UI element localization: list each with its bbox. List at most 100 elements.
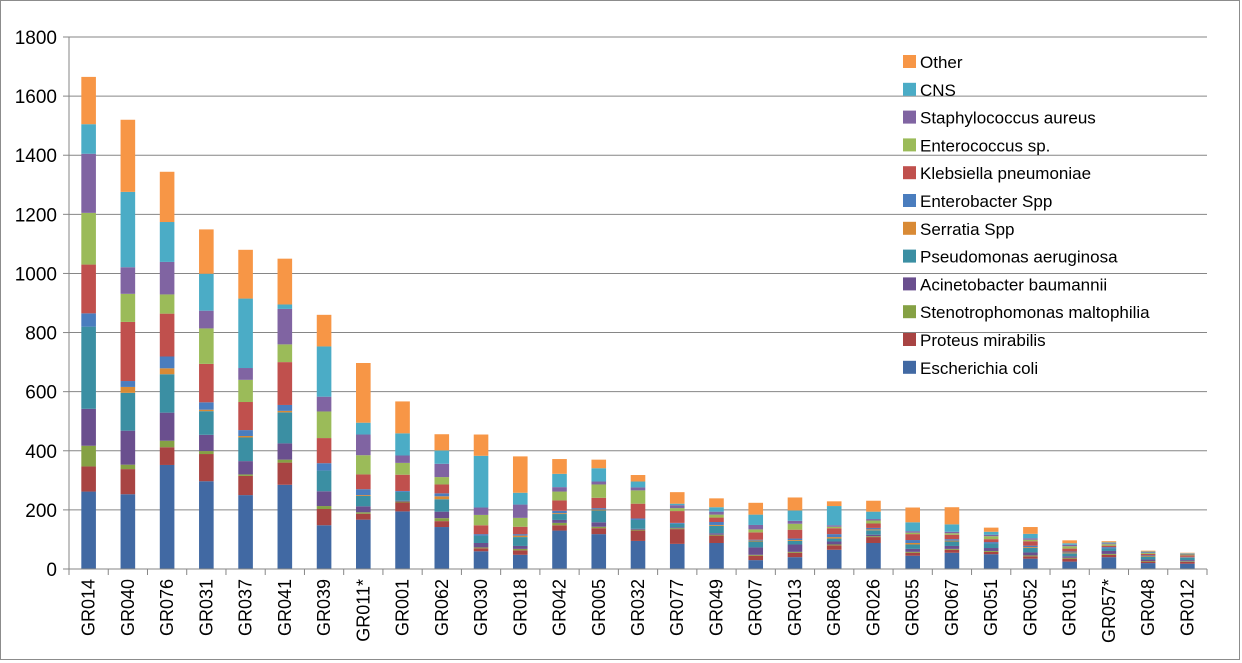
bar-segment bbox=[356, 474, 371, 489]
x-tick-label: GR005 bbox=[589, 579, 609, 636]
bar-segment bbox=[1023, 538, 1038, 539]
bar-segment bbox=[552, 514, 567, 520]
bar-segment bbox=[591, 534, 606, 569]
bar-segment bbox=[945, 553, 960, 569]
legend-item: Enterococcus sp. bbox=[903, 136, 1050, 155]
bar-segment bbox=[827, 534, 842, 537]
bar-segment bbox=[395, 456, 410, 463]
bar-segment bbox=[317, 411, 332, 438]
bar-stack-gr062 bbox=[434, 434, 449, 569]
bar-segment bbox=[238, 250, 253, 299]
bar-segment bbox=[552, 492, 567, 501]
bar-stack-gr048 bbox=[1141, 551, 1156, 569]
bar-segment bbox=[81, 446, 96, 467]
bar-segment bbox=[1141, 555, 1156, 556]
bar-segment bbox=[984, 554, 999, 569]
bar-segment bbox=[866, 501, 881, 512]
bar-segment bbox=[121, 322, 136, 381]
bar-stack-gr068 bbox=[827, 501, 842, 569]
bar-segment bbox=[278, 304, 293, 308]
bar-segment bbox=[1062, 559, 1077, 562]
bar-segment bbox=[1102, 541, 1117, 542]
bar-segment bbox=[984, 548, 999, 551]
legend-item: Acinetobacter baumannii bbox=[903, 275, 1107, 294]
bar-segment bbox=[278, 405, 293, 411]
bar-segment bbox=[160, 356, 175, 368]
bar-segment bbox=[278, 463, 293, 485]
bar-segment bbox=[1062, 546, 1077, 548]
y-tick-label: 200 bbox=[25, 501, 57, 522]
bar-segment bbox=[631, 504, 646, 519]
legend-swatch bbox=[903, 138, 916, 151]
bar-segment bbox=[1180, 564, 1195, 569]
bar-segment bbox=[199, 328, 214, 363]
bar-segment bbox=[474, 536, 489, 543]
bar-segment bbox=[238, 495, 253, 569]
bar-segment bbox=[591, 468, 606, 481]
bar-segment bbox=[984, 539, 999, 542]
legend-swatch bbox=[903, 111, 916, 124]
bar-segment bbox=[631, 530, 646, 531]
bar-segment bbox=[1102, 544, 1117, 545]
bar-segment bbox=[591, 482, 606, 485]
bar-segment bbox=[1023, 555, 1038, 556]
bar-segment bbox=[866, 521, 881, 524]
bar-segment bbox=[160, 314, 175, 357]
bar-segment bbox=[199, 402, 214, 409]
bar-segment bbox=[631, 518, 646, 519]
y-tick-label: 1000 bbox=[15, 264, 57, 285]
bar-stack-gr049 bbox=[709, 498, 724, 569]
bar-segment bbox=[631, 487, 646, 490]
bar-segment bbox=[631, 482, 646, 488]
bar-segment bbox=[513, 527, 528, 534]
legend-label: Acinetobacter baumannii bbox=[920, 275, 1107, 294]
bar-segment bbox=[788, 510, 803, 520]
x-tick-label: GR014 bbox=[79, 579, 99, 636]
legend-item: Escherichia coli bbox=[903, 359, 1038, 378]
bar-segment bbox=[1102, 554, 1117, 555]
bar-stack-gr077 bbox=[670, 492, 685, 569]
bar-segment bbox=[788, 544, 803, 551]
legend-label: Staphylococcus aureus bbox=[920, 109, 1096, 128]
y-tick-label: 400 bbox=[25, 442, 57, 463]
bar-segment bbox=[748, 532, 763, 539]
bar-stack-gr015 bbox=[1062, 540, 1077, 569]
bar-segment bbox=[278, 362, 293, 405]
bar-stack-gr040 bbox=[121, 120, 136, 569]
bar-stack-gr037 bbox=[238, 250, 253, 569]
bar-segment bbox=[631, 529, 646, 530]
bar-segment bbox=[160, 441, 175, 448]
bar-segment bbox=[591, 460, 606, 469]
bar-segment bbox=[395, 503, 410, 512]
bar-segment bbox=[434, 521, 449, 527]
x-tick-label: GR048 bbox=[1138, 579, 1158, 636]
bar-segment bbox=[1141, 563, 1156, 569]
bar-segment bbox=[984, 532, 999, 535]
bar-segment bbox=[278, 344, 293, 362]
bar-segment bbox=[945, 550, 960, 553]
bar-segment bbox=[866, 512, 881, 519]
bar-segment bbox=[121, 387, 136, 393]
legend-item: Pseudomonas aeruginosa bbox=[903, 248, 1118, 267]
y-tick-label: 600 bbox=[25, 383, 57, 404]
bar-segment bbox=[238, 380, 253, 402]
bar-segment bbox=[984, 536, 999, 539]
bar-segment bbox=[513, 555, 528, 569]
bar-segment bbox=[670, 523, 685, 524]
legend-swatch bbox=[903, 194, 916, 207]
bar-segment bbox=[905, 508, 920, 523]
bar-stack-gr039 bbox=[317, 315, 332, 569]
bar-segment bbox=[945, 533, 960, 534]
bar-segment bbox=[1023, 548, 1038, 552]
bar-segment bbox=[591, 522, 606, 526]
bar-segment bbox=[905, 544, 920, 548]
bar-segment bbox=[1062, 556, 1077, 557]
bar-segment bbox=[1062, 549, 1077, 552]
bar-segment bbox=[1180, 553, 1195, 554]
bar-segment bbox=[1102, 549, 1117, 551]
bar-segment bbox=[1062, 540, 1077, 543]
bar-segment bbox=[748, 556, 763, 560]
legend-item: Serratia Spp bbox=[903, 220, 1015, 239]
bar-segment bbox=[591, 527, 606, 528]
x-tick-label: GR030 bbox=[471, 579, 491, 636]
